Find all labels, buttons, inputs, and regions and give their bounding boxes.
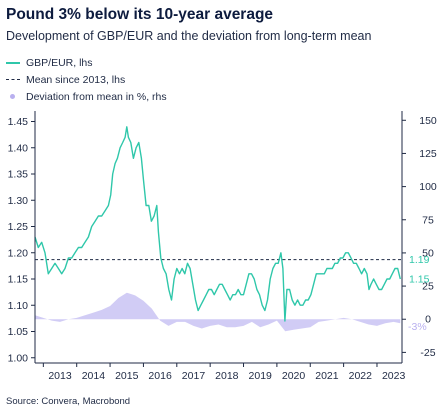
chart-title: Pound 3% below its 10-year average (6, 6, 274, 23)
legend-swatch-deviation (6, 92, 20, 102)
legend-item-gbp: GBP/EUR, lhs (6, 54, 167, 71)
y-right-tick-label: 25 (422, 281, 434, 293)
gbp-end-label: 1.15 (409, 274, 430, 286)
y-left-tick-label: 1.15 (8, 274, 29, 286)
legend-label-deviation: Deviation from mean in %, rhs (26, 90, 167, 103)
y-left-tick-label: 1.25 (8, 221, 29, 233)
x-tick-label: 2016 (148, 370, 172, 382)
mean-end-label: 1.19 (409, 254, 430, 266)
legend-swatch-gbp (6, 58, 20, 68)
y-left-tick-label: 1.45 (8, 116, 29, 128)
chart-source: Source: Convera, Macrobond (6, 396, 131, 407)
x-tick-label: 2017 (182, 370, 206, 382)
y-left-tick-label: 1.05 (8, 326, 29, 338)
x-tick-label: 2020 (282, 370, 306, 382)
x-tick-label: 2021 (315, 370, 339, 382)
y-left-tick-label: 1.20 (8, 247, 29, 259)
y-right-tick-label: 0 (425, 314, 431, 326)
x-tick-label: 2013 (48, 370, 72, 382)
y-left-tick-label: 1.00 (8, 352, 29, 364)
gbp-eur-line (34, 126, 401, 322)
y-right-tick-label: 50 (422, 247, 434, 259)
deviation-end-label: -3% (408, 321, 427, 333)
x-tick-label: 2022 (349, 370, 373, 382)
x-tick-label: 2019 (249, 370, 273, 382)
y-right-tick-label: 75 (422, 214, 434, 226)
x-tick-label: 2015 (115, 370, 139, 382)
y-right-tick-label: 150 (419, 115, 437, 127)
y-left-tick-label: 1.10 (8, 300, 29, 312)
legend-swatch-mean (6, 75, 20, 85)
deviation-area (35, 292, 401, 332)
chart-legend: GBP/EUR, lhs Mean since 2013, lhs Deviat… (6, 54, 167, 105)
x-tick-label: 2018 (215, 370, 239, 382)
legend-label-mean: Mean since 2013, lhs (26, 73, 126, 86)
y-right-tick-label: -25 (420, 347, 435, 359)
x-tick-label: 2023 (382, 370, 406, 382)
legend-item-mean: Mean since 2013, lhs (6, 71, 167, 88)
y-left-tick-label: 1.30 (8, 195, 29, 207)
x-tick-label: 2014 (82, 370, 106, 382)
y-left-tick-label: 1.40 (8, 142, 29, 154)
chart-subtitle: Development of GBP/EUR and the deviation… (6, 29, 372, 43)
y-right-tick-label: 125 (419, 148, 437, 160)
legend-label-gbp: GBP/EUR, lhs (26, 56, 93, 69)
y-right-tick-label: 100 (419, 181, 437, 193)
y-left-tick-label: 1.35 (8, 169, 29, 181)
legend-item-deviation: Deviation from mean in %, rhs (6, 88, 167, 105)
